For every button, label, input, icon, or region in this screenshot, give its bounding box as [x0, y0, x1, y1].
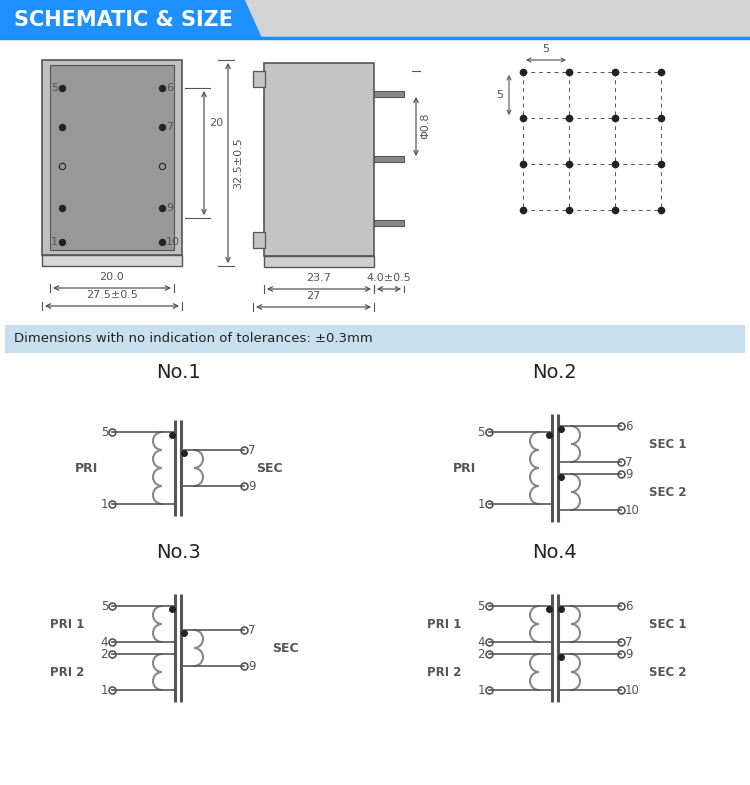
Bar [42, 60, 182, 255]
Text: No.1: No.1 [156, 363, 200, 382]
Text: 27: 27 [306, 291, 321, 301]
Text: 10: 10 [625, 684, 640, 696]
Text: Φ0.8: Φ0.8 [420, 113, 430, 139]
Text: 9: 9 [625, 648, 632, 660]
Text: 5: 5 [100, 600, 108, 612]
Bar [253, 232, 265, 248]
Text: 5: 5 [478, 600, 485, 612]
Text: 1: 1 [478, 498, 485, 510]
Text: 9: 9 [625, 468, 632, 480]
Bar [5, 325, 745, 353]
Text: 5: 5 [496, 90, 503, 100]
Text: 7: 7 [248, 444, 256, 457]
Text: PRI 1: PRI 1 [427, 618, 461, 630]
Text: 6: 6 [166, 83, 173, 93]
Text: SEC 1: SEC 1 [649, 437, 686, 451]
Text: 5: 5 [51, 83, 58, 93]
Text: PRI: PRI [452, 462, 476, 474]
Text: SEC 2: SEC 2 [649, 666, 686, 678]
Text: PRI 2: PRI 2 [427, 666, 461, 678]
Text: 7: 7 [166, 122, 173, 132]
Text: No.2: No.2 [532, 363, 578, 382]
Bar [50, 65, 174, 250]
Text: 5: 5 [542, 44, 550, 54]
Text: 10: 10 [625, 503, 640, 517]
Text: 32.5±0.5: 32.5±0.5 [233, 137, 243, 189]
Bar [42, 255, 182, 266]
Text: PRI 1: PRI 1 [50, 618, 84, 630]
Text: 27.5±0.5: 27.5±0.5 [86, 290, 138, 300]
Bar [253, 71, 265, 87]
Text: 1: 1 [478, 684, 485, 696]
Text: 20.0: 20.0 [100, 272, 124, 282]
Text: 5: 5 [478, 425, 485, 439]
Text: 20: 20 [209, 118, 224, 128]
Text: SCHEMATIC & SIZE: SCHEMATIC & SIZE [14, 10, 233, 30]
Text: 9: 9 [166, 203, 173, 213]
Text: 6: 6 [625, 419, 632, 433]
Text: 2: 2 [478, 648, 485, 660]
Text: 1: 1 [100, 498, 108, 510]
Text: 5: 5 [100, 425, 108, 439]
Text: 7: 7 [248, 623, 256, 637]
Polygon shape [0, 0, 262, 38]
Text: SEC: SEC [272, 641, 298, 655]
Text: 6: 6 [625, 600, 632, 612]
Text: 4: 4 [478, 636, 485, 648]
Text: 4: 4 [100, 636, 108, 648]
Text: No.3: No.3 [156, 543, 200, 563]
Bar [374, 220, 404, 226]
Text: SEC 2: SEC 2 [649, 485, 686, 498]
Bar [374, 156, 404, 162]
Polygon shape [245, 0, 750, 38]
Text: PRI: PRI [75, 462, 99, 474]
Text: 4.0±0.5: 4.0±0.5 [367, 273, 411, 283]
Text: 7: 7 [625, 636, 632, 648]
Text: 7: 7 [625, 455, 632, 469]
Text: 1: 1 [100, 684, 108, 696]
Text: Dimensions with no indication of tolerances: ±0.3mm: Dimensions with no indication of toleran… [14, 333, 373, 345]
Text: 1: 1 [51, 237, 58, 247]
Text: 2: 2 [100, 648, 108, 660]
Bar [374, 91, 404, 97]
Text: PRI 2: PRI 2 [50, 666, 84, 678]
Bar [264, 256, 374, 267]
Text: 23.7: 23.7 [307, 273, 332, 283]
Text: SEC 1: SEC 1 [649, 618, 686, 630]
Text: 9: 9 [248, 480, 256, 492]
Text: SEC: SEC [256, 462, 282, 474]
Text: 10: 10 [166, 237, 180, 247]
Text: No.4: No.4 [532, 543, 578, 563]
Bar [264, 63, 374, 256]
Text: 9: 9 [248, 659, 256, 673]
